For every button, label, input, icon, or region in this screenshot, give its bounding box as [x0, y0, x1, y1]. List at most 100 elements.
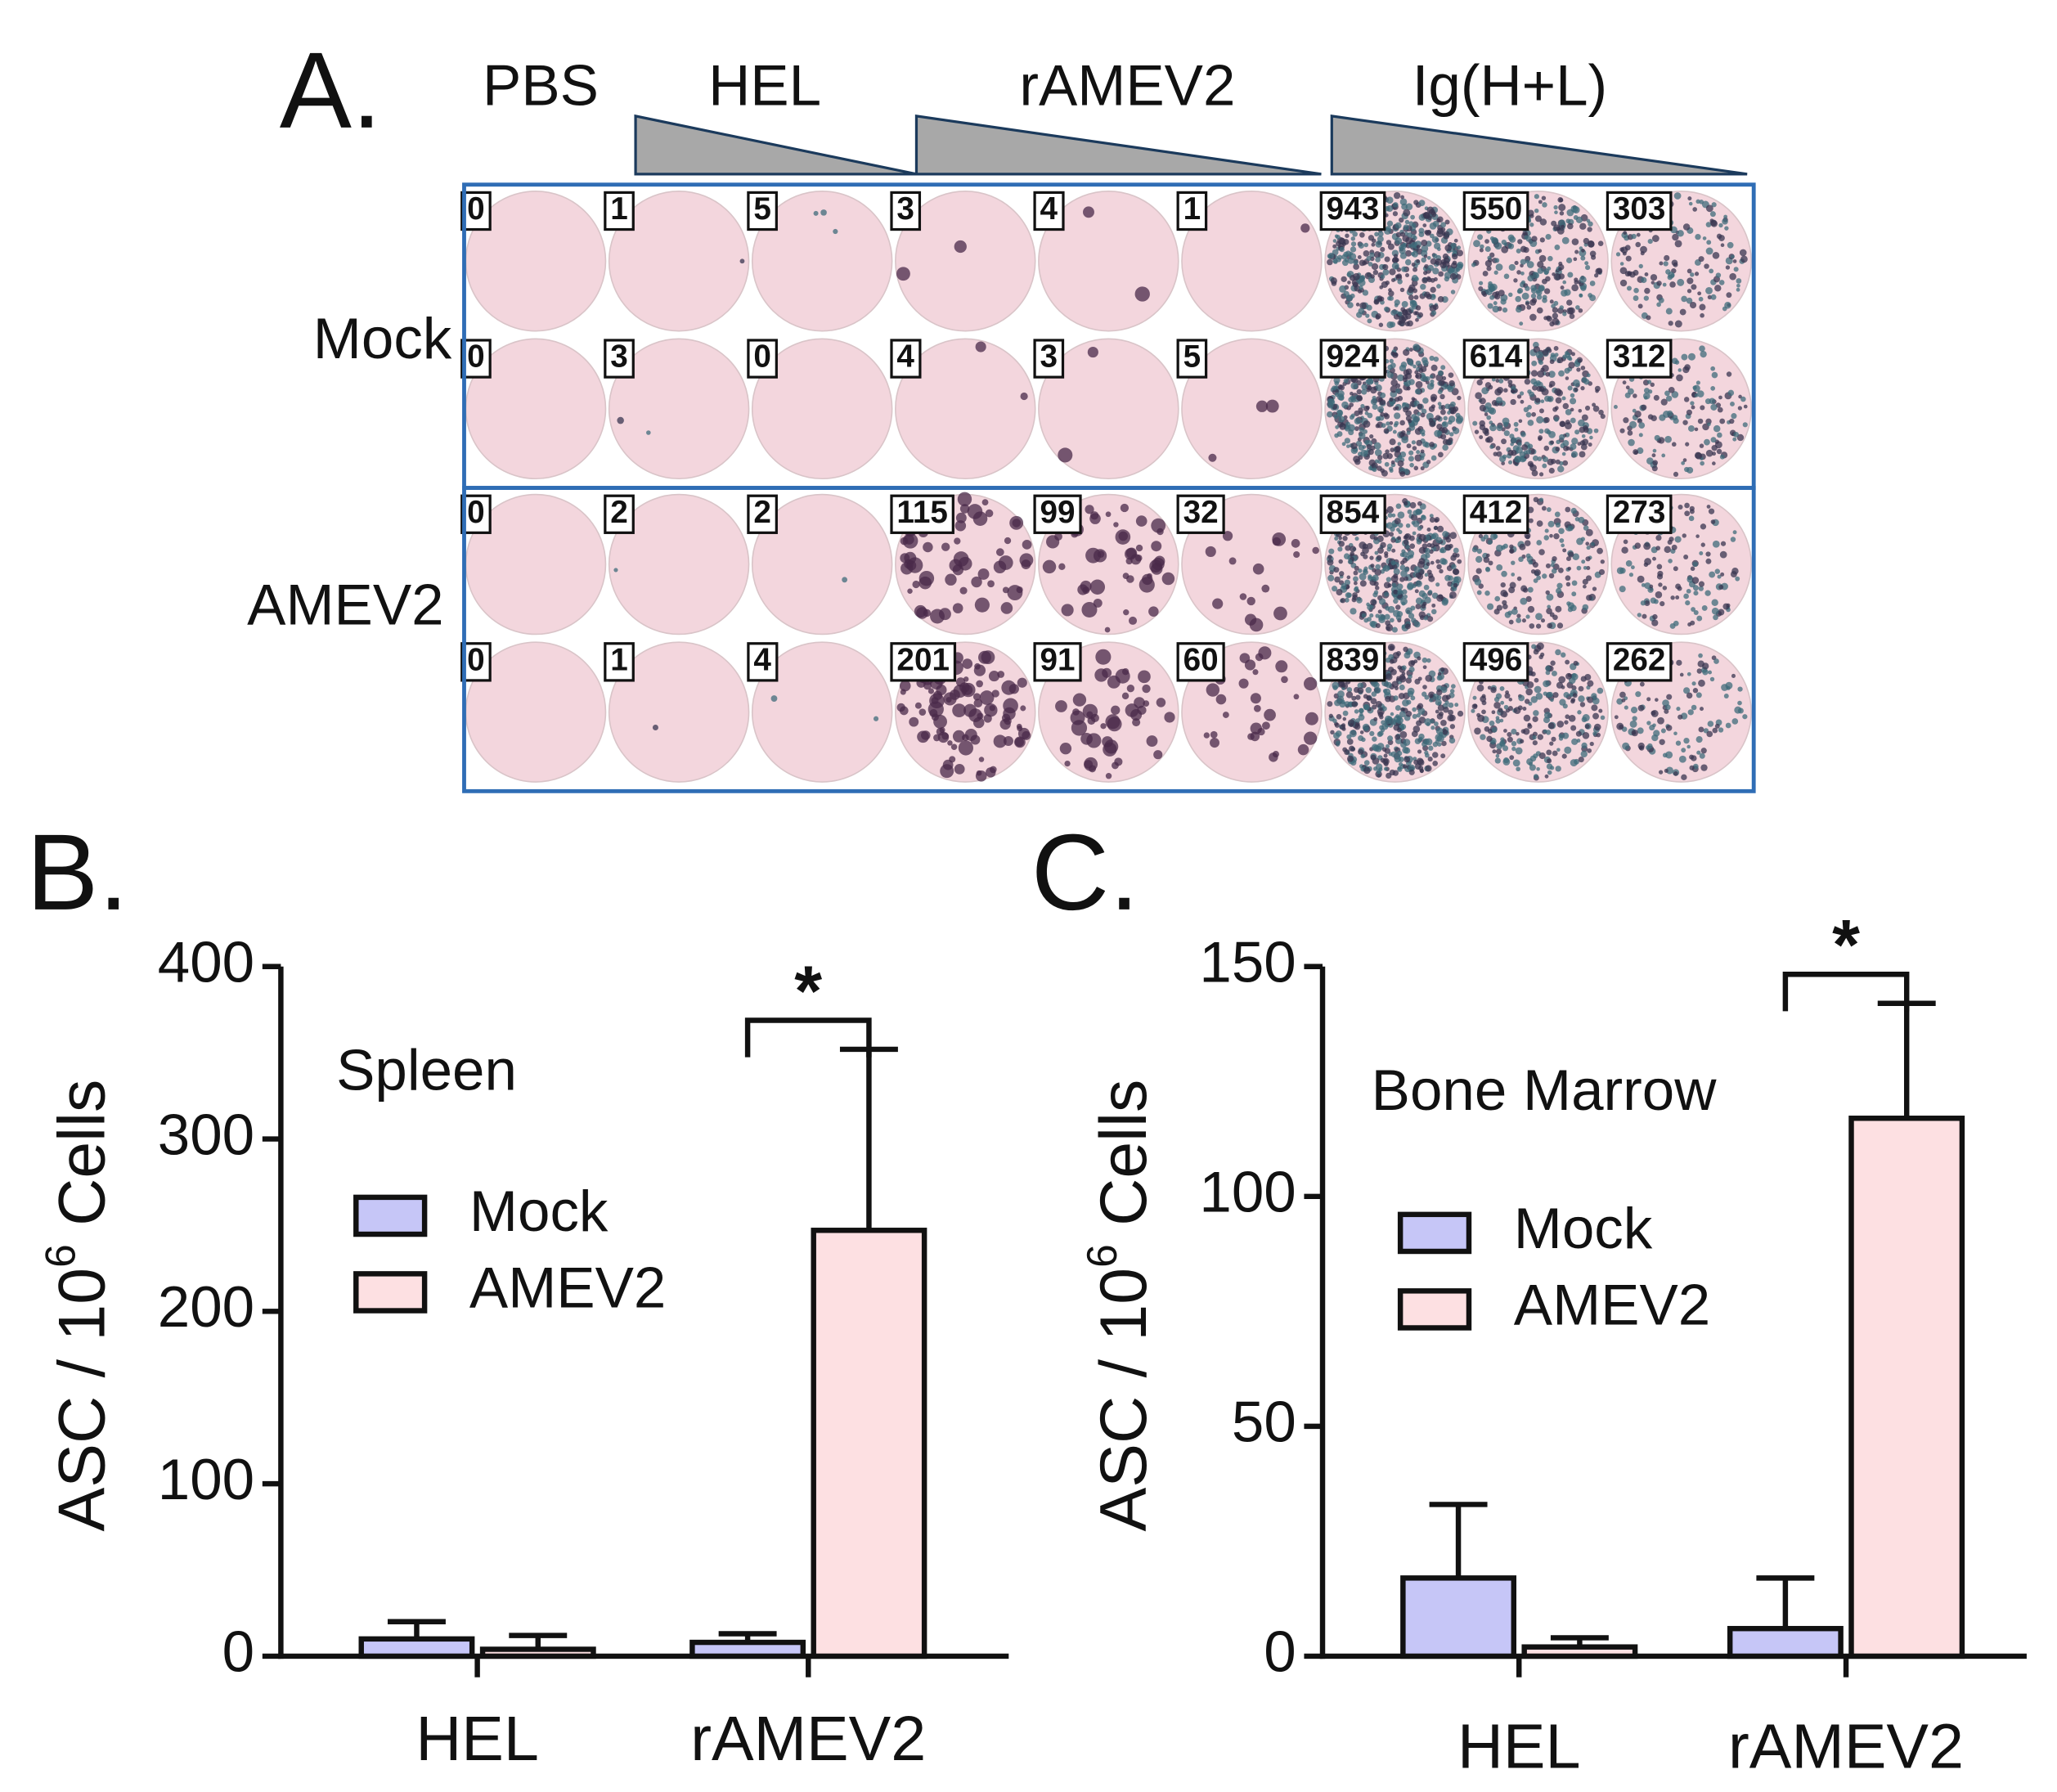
spot	[1422, 360, 1429, 366]
spot	[1352, 272, 1360, 281]
spot	[1514, 260, 1519, 266]
spot	[1530, 568, 1536, 574]
spot	[1598, 568, 1606, 576]
spot	[1411, 440, 1416, 445]
spot	[1378, 598, 1386, 605]
spot	[1510, 437, 1517, 443]
spot	[1742, 422, 1748, 428]
spot	[1328, 548, 1335, 555]
spot	[1585, 575, 1592, 582]
spot	[1562, 440, 1570, 447]
spot	[1381, 720, 1386, 725]
spot	[1740, 396, 1746, 402]
spot	[1412, 531, 1417, 536]
spot	[975, 341, 986, 353]
count-box	[1462, 191, 1529, 231]
spot	[1716, 233, 1722, 240]
spot	[1649, 584, 1654, 589]
spot	[1562, 460, 1569, 466]
spot	[1408, 674, 1413, 680]
spot	[1682, 223, 1691, 231]
spot	[1573, 257, 1578, 262]
spot	[1567, 272, 1574, 278]
spot	[652, 724, 658, 730]
spot	[1389, 468, 1394, 473]
spot	[1082, 703, 1098, 720]
spot	[963, 703, 977, 717]
spot	[1647, 238, 1653, 245]
spot	[1732, 437, 1737, 442]
spot	[1490, 532, 1498, 541]
well	[751, 190, 893, 332]
spot	[1399, 564, 1406, 571]
spot	[1344, 749, 1350, 756]
spot	[1397, 374, 1404, 382]
spot	[1391, 513, 1396, 518]
spot	[1695, 692, 1702, 698]
spot	[1727, 389, 1735, 397]
spot	[1543, 729, 1547, 734]
spot	[1525, 301, 1530, 306]
spot	[1368, 576, 1373, 582]
spot	[1359, 427, 1364, 433]
spot	[1517, 442, 1522, 447]
spot	[1354, 426, 1359, 431]
spot	[1297, 743, 1309, 756]
spot	[945, 573, 957, 586]
spot	[1412, 446, 1417, 451]
spot	[1587, 748, 1592, 753]
spot	[1736, 287, 1740, 292]
spot	[1058, 563, 1066, 571]
spot	[1401, 549, 1406, 554]
spot	[1681, 295, 1687, 303]
spot	[1373, 442, 1381, 450]
spot	[1401, 665, 1407, 671]
spot	[1420, 412, 1426, 418]
spot	[1625, 560, 1633, 567]
spot	[1399, 684, 1405, 690]
spot	[1637, 704, 1645, 712]
spot	[1429, 517, 1435, 523]
spot	[1726, 371, 1732, 377]
spot	[1400, 307, 1406, 312]
spot	[1643, 542, 1651, 550]
x-tick-label: HEL	[1457, 1711, 1581, 1781]
spot	[1425, 752, 1430, 758]
spot	[1574, 429, 1580, 435]
spot	[1507, 380, 1513, 385]
spot	[1630, 707, 1638, 714]
spot	[1660, 728, 1666, 734]
spot	[1401, 436, 1409, 443]
spot	[1575, 305, 1580, 310]
spot	[1450, 684, 1456, 689]
spot	[1336, 690, 1345, 698]
spot	[1416, 450, 1421, 455]
spot	[1675, 740, 1682, 746]
spot	[1384, 748, 1391, 754]
spot	[1359, 573, 1367, 581]
spot	[1576, 565, 1582, 571]
spot	[1591, 254, 1597, 260]
spot	[1429, 304, 1437, 312]
spot	[1262, 721, 1270, 730]
spot	[1550, 660, 1556, 666]
spot	[1565, 376, 1570, 380]
spot	[1558, 370, 1565, 377]
spot	[1489, 294, 1495, 300]
spot	[1669, 281, 1676, 288]
spot	[1535, 351, 1543, 359]
spot	[1561, 753, 1567, 759]
spot	[1643, 396, 1648, 400]
spot	[1657, 570, 1664, 577]
spot	[1594, 385, 1601, 392]
spot	[1497, 387, 1504, 394]
spot	[1624, 245, 1631, 251]
spot	[1377, 236, 1384, 243]
spot	[1416, 720, 1422, 726]
spot	[923, 609, 932, 618]
spot	[1677, 505, 1683, 510]
count-box	[460, 494, 492, 534]
spot	[1372, 704, 1377, 710]
spot	[1496, 424, 1503, 432]
y-label-sup: 6	[1078, 1244, 1125, 1268]
